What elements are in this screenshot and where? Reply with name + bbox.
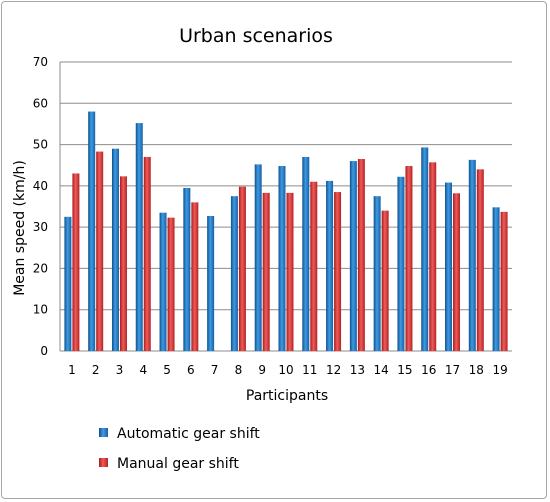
bar-automatic-10 bbox=[278, 166, 286, 351]
legend-swatch-manual bbox=[99, 458, 108, 467]
x-tick-labels: 1 2 3 4 5 6 7 8 9 10 11 12 13 14 15 16 17 18 19 bbox=[68, 363, 508, 377]
bar-automatic-16 bbox=[421, 147, 429, 351]
bar-automatic-12 bbox=[326, 180, 334, 351]
bar-automatic-17 bbox=[445, 182, 453, 351]
bar-automatic-14 bbox=[373, 196, 381, 351]
bar-manual-11 bbox=[310, 181, 318, 351]
bar-manual-15 bbox=[405, 166, 413, 351]
x-tick-label: 3 bbox=[116, 363, 124, 377]
x-tick-label: 15 bbox=[397, 363, 412, 377]
bar-automatic-8 bbox=[230, 196, 238, 351]
legend: Automatic gear shift Manual gear shift bbox=[99, 426, 260, 472]
bar-manual-14 bbox=[381, 210, 389, 351]
x-tick-label: 1 bbox=[68, 363, 76, 377]
bar-manual-4 bbox=[143, 156, 151, 351]
bar-automatic-9 bbox=[254, 164, 262, 351]
bar-automatic-7 bbox=[207, 215, 215, 351]
x-tick-label: 16 bbox=[421, 363, 436, 377]
bars bbox=[64, 111, 508, 352]
chart-title: Urban scenarios bbox=[179, 25, 333, 47]
bar-automatic-6 bbox=[183, 187, 191, 351]
x-tick-label: 13 bbox=[350, 363, 365, 377]
bar-manual-3 bbox=[119, 176, 127, 351]
bar-manual-18 bbox=[476, 169, 484, 351]
x-tick-label: 7 bbox=[211, 363, 219, 377]
legend-swatch-automatic bbox=[99, 428, 108, 437]
y-tick-label: 40 bbox=[33, 179, 48, 193]
x-tick-label: 11 bbox=[302, 363, 317, 377]
x-tick-label: 19 bbox=[492, 363, 507, 377]
bar-manual-5 bbox=[167, 217, 175, 351]
bar-automatic-2 bbox=[88, 111, 96, 352]
bar-automatic-4 bbox=[135, 123, 143, 351]
gridlines bbox=[59, 61, 512, 352]
x-tick-label: 4 bbox=[139, 363, 147, 377]
y-tick-label: 20 bbox=[33, 261, 48, 275]
x-tick-label: 14 bbox=[374, 363, 389, 377]
bar-manual-13 bbox=[357, 159, 365, 351]
bar-manual-1 bbox=[72, 173, 80, 351]
x-tick-label: 6 bbox=[187, 363, 195, 377]
bar-manual-6 bbox=[191, 202, 199, 351]
bar-manual-10 bbox=[286, 192, 294, 351]
bar-automatic-11 bbox=[302, 156, 310, 351]
bar-automatic-5 bbox=[159, 212, 167, 351]
bar-manual-2 bbox=[96, 151, 104, 351]
x-tick-label: 9 bbox=[258, 363, 266, 377]
x-tick-label: 8 bbox=[235, 363, 243, 377]
y-tick-label: 30 bbox=[33, 220, 48, 234]
bar-manual-8 bbox=[238, 186, 246, 351]
legend-label-automatic: Automatic gear shift bbox=[117, 426, 260, 442]
y-tick-label: 60 bbox=[33, 96, 48, 110]
bar-manual-9 bbox=[262, 192, 270, 351]
bar-automatic-18 bbox=[468, 159, 476, 351]
bar-automatic-19 bbox=[492, 207, 500, 351]
x-tick-label: 5 bbox=[163, 363, 171, 377]
x-tick-label: 17 bbox=[445, 363, 460, 377]
bar-automatic-3 bbox=[111, 148, 119, 351]
y-tick-label: 50 bbox=[33, 138, 48, 152]
y-tick-label: 0 bbox=[40, 344, 48, 358]
x-tick-label: 18 bbox=[469, 363, 484, 377]
x-tick-label: 12 bbox=[326, 363, 341, 377]
bar-manual-19 bbox=[500, 211, 508, 351]
x-tick-label: 2 bbox=[92, 363, 100, 377]
bar-manual-12 bbox=[334, 192, 342, 351]
x-axis-label: Participants bbox=[246, 388, 328, 404]
x-tick-label: 10 bbox=[278, 363, 293, 377]
bar-manual-16 bbox=[429, 162, 437, 351]
legend-label-manual: Manual gear shift bbox=[117, 456, 239, 472]
y-tick-labels: 0 10 20 30 40 50 60 70 bbox=[33, 55, 48, 358]
y-axis-label: Mean speed (km/h) bbox=[12, 160, 28, 296]
bar-automatic-1 bbox=[64, 216, 72, 351]
bar-automatic-13 bbox=[349, 161, 357, 351]
bar-manual-17 bbox=[453, 193, 461, 351]
bar-automatic-15 bbox=[397, 176, 405, 351]
y-tick-label: 10 bbox=[33, 303, 48, 317]
y-tick-label: 70 bbox=[33, 55, 48, 69]
